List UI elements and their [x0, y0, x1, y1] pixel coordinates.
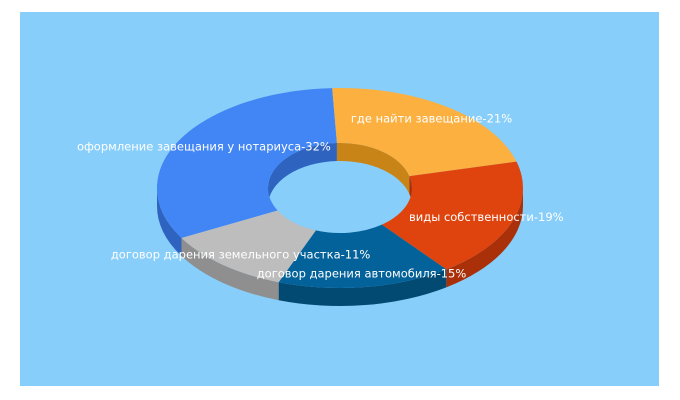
chart-background — [20, 12, 659, 386]
slice-inner-wall-0 — [268, 143, 337, 206]
slice-label-3: договор дарения автомобиля-15% — [257, 266, 467, 280]
slice-side-2 — [446, 188, 523, 288]
pie-slice-4[interactable] — [181, 210, 316, 283]
slice-side-3 — [278, 269, 447, 306]
pie-slice-3[interactable] — [278, 224, 447, 288]
slice-label-1: где найти завещание-21% — [351, 111, 512, 125]
slice-label-0: оформление завещания у нотариуса-32% — [77, 140, 331, 154]
slice-side-4 — [181, 238, 279, 301]
pie-slice-0[interactable] — [157, 88, 337, 238]
pie-slice-2[interactable] — [381, 161, 524, 270]
pie-slice-1[interactable] — [332, 87, 517, 177]
slice-label-2: виды собственности-19% — [409, 210, 564, 224]
slice-inner-wall-1 — [336, 142, 410, 195]
slice-side-0 — [157, 188, 182, 256]
slice-label-4: договор дарения земельного участка-11% — [111, 247, 371, 261]
